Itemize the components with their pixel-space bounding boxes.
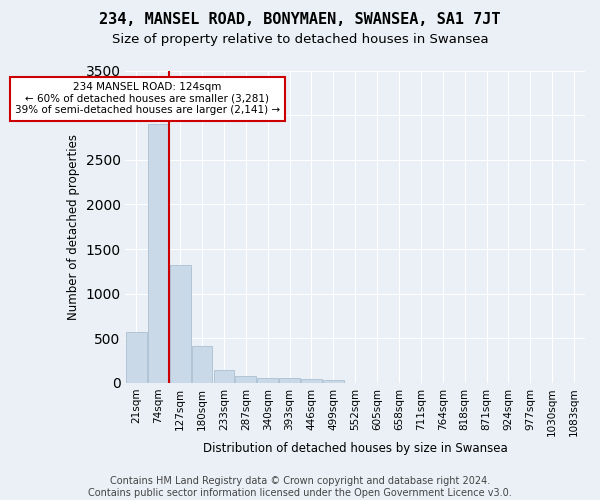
Text: 234 MANSEL ROAD: 124sqm
← 60% of detached houses are smaller (3,281)
39% of semi: 234 MANSEL ROAD: 124sqm ← 60% of detache… bbox=[15, 82, 280, 116]
Bar bbox=[191, 346, 212, 383]
Bar bbox=[170, 265, 191, 383]
Bar bbox=[279, 378, 300, 383]
Bar bbox=[148, 124, 169, 383]
Bar bbox=[257, 378, 278, 383]
Bar bbox=[301, 379, 322, 383]
Text: 234, MANSEL ROAD, BONYMAEN, SWANSEA, SA1 7JT: 234, MANSEL ROAD, BONYMAEN, SWANSEA, SA1… bbox=[99, 12, 501, 28]
X-axis label: Distribution of detached houses by size in Swansea: Distribution of detached houses by size … bbox=[203, 442, 508, 455]
Bar bbox=[126, 332, 147, 383]
Y-axis label: Number of detached properties: Number of detached properties bbox=[67, 134, 80, 320]
Text: Contains HM Land Registry data © Crown copyright and database right 2024.
Contai: Contains HM Land Registry data © Crown c… bbox=[88, 476, 512, 498]
Text: Size of property relative to detached houses in Swansea: Size of property relative to detached ho… bbox=[112, 32, 488, 46]
Bar bbox=[214, 370, 234, 383]
Bar bbox=[235, 376, 256, 383]
Bar bbox=[323, 380, 344, 383]
